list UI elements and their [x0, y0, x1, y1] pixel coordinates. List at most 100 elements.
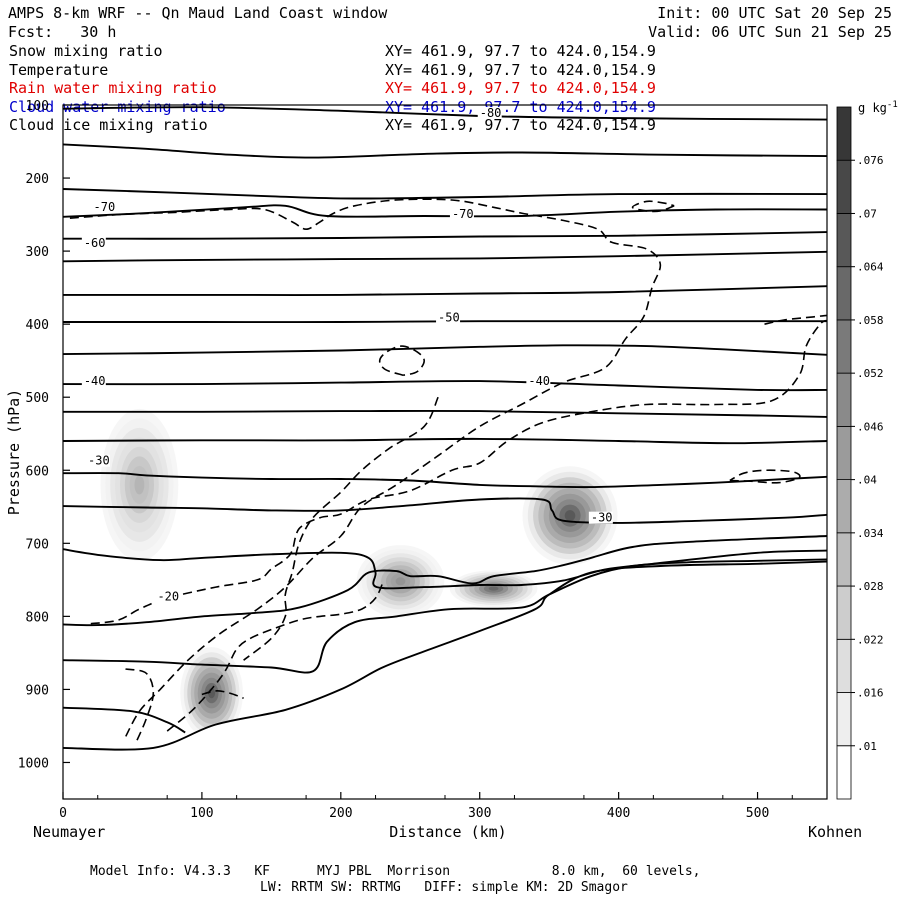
temperature-contour: [63, 472, 827, 489]
shaded-blob: [100, 408, 179, 561]
legend-field-name: Rain water mixing ratio: [9, 79, 217, 97]
snow-contour: [764, 314, 827, 325]
temperature-contour: [63, 231, 827, 240]
temperature-contour: [63, 250, 827, 263]
x-axis-label: Distance (km): [389, 823, 506, 841]
x-tick-label: 500: [746, 806, 769, 821]
temperature-contour: [63, 558, 827, 674]
temperature-contour: [63, 497, 827, 524]
snow-contour: [90, 319, 827, 625]
temperature-contour: [63, 535, 827, 627]
snow-contour: [201, 690, 244, 699]
y-tick-label: 100: [26, 99, 49, 114]
legend-field-coords: XY= 461.9, 97.7 to 424.0,154.9: [385, 60, 656, 79]
legend-field-coords: XY= 461.9, 97.7 to 424.0,154.9: [385, 97, 656, 116]
temperature-contour: [63, 204, 827, 218]
colorbar-swatch: [836, 532, 852, 587]
snow-contour: [166, 583, 384, 732]
colorbar-swatch: [836, 479, 852, 534]
x-tick-label: 300: [468, 806, 491, 821]
isotherm-label-bg: [477, 106, 502, 119]
y-tick-label: 200: [26, 172, 49, 187]
isotherm-label-bg: [526, 375, 551, 388]
shaded-blob: [356, 545, 445, 618]
temperature-contour: [63, 437, 827, 445]
snow-contour: [125, 668, 155, 745]
shaded-blob: [180, 647, 243, 740]
model-info-line1: Model Info: V4.3.3 KF MYJ PBL Morrison 8…: [90, 864, 701, 879]
isotherm-label-bg: [436, 311, 461, 324]
valid-time: Valid: 06 UTC Sun 21 Sep 25: [648, 23, 892, 41]
snow-contour: [69, 198, 662, 738]
snow-contour: [378, 345, 426, 377]
colorbar-tick-label: .046: [857, 420, 884, 433]
colorbar-swatch: [836, 585, 852, 640]
isotherm-label-bg: [449, 207, 474, 220]
colorbar-tick-label: .052: [857, 367, 884, 380]
temperature-contour: [63, 344, 827, 356]
x-tick-label: 0: [59, 806, 67, 821]
isotherm-label-bg: [81, 236, 106, 249]
colorbar-swatch: [836, 638, 852, 693]
isotherm-label: -40: [528, 374, 550, 388]
terrain-mask: [63, 561, 827, 799]
colorbar-swatch: [836, 425, 852, 480]
colorbar-tick-label: .076: [857, 154, 884, 167]
snow-contour: [243, 396, 439, 661]
colorbar-tick-label: .022: [857, 633, 884, 646]
temperature-contour: [63, 285, 827, 296]
chart-title: AMPS 8-km WRF -- Qn Maud Land Coast wind…: [8, 4, 388, 22]
snow-contours: [69, 198, 827, 745]
axes: 100 200 300 400 500 600 700 800 900 1000 0 100 200 30…: [18, 99, 793, 821]
shaded-blob: [522, 466, 618, 565]
isotherm-label: -20: [157, 590, 179, 604]
legend-field-name: Cloud ice mixing ratio: [9, 116, 208, 134]
colorbar-tick-label: .028: [857, 580, 884, 593]
temperature-contours: [63, 106, 827, 751]
y-tick-label: 300: [26, 245, 49, 260]
temperature-contour: [63, 409, 827, 418]
isotherm-label-bg: [81, 375, 106, 388]
colorbar-swatch: [836, 266, 852, 321]
isotherm-label: -60: [84, 236, 106, 250]
isotherm-label: -40: [84, 374, 106, 388]
colorbar-swatch: [836, 372, 852, 427]
isotherm-label: -70: [94, 200, 116, 214]
x-tick-label: 200: [329, 806, 352, 821]
colorbar-tick-label: .07: [857, 207, 877, 220]
isotherm-label: -30: [591, 511, 613, 525]
model-info-line2: LW: RRTM SW: RRTMG DIFF: simple KM: 2D S…: [260, 880, 628, 895]
temperature-contour: [63, 380, 827, 392]
colorbar-swatch: [836, 159, 852, 214]
x-left-endpoint: Neumayer: [33, 823, 105, 841]
temperature-contour: [63, 106, 827, 121]
temperature-contour: [63, 188, 827, 200]
isotherm-label: -30: [88, 454, 110, 468]
y-tick-label: 700: [26, 537, 49, 552]
isotherm-label-bg: [588, 511, 613, 524]
isotherm-label: -50: [438, 311, 460, 325]
y-tick-label: 800: [26, 610, 49, 625]
snow-contour: [631, 200, 675, 213]
colorbar-swatch: [836, 319, 852, 374]
temperature-contour: [63, 143, 827, 159]
colorbar-unit: g kg-1: [858, 100, 898, 115]
colorbar-tick-label: .058: [857, 314, 884, 327]
y-tick-label: 500: [26, 391, 49, 406]
legend-field-coords: XY= 461.9, 97.7 to 424.0,154.9: [385, 42, 656, 60]
x-tick-label: 100: [190, 806, 213, 821]
colorbar-tick-label: .064: [857, 261, 884, 274]
isotherm-label-bg: [86, 454, 111, 467]
colorbar-tick-label: .01: [857, 740, 877, 753]
colorbar-tick-label: .016: [857, 687, 884, 700]
legend-field-coords: XY= 461.9, 97.7 to 424.0,154.9: [385, 116, 656, 134]
temperature-contour: [63, 560, 827, 751]
colorbar-tick-label: .034: [857, 527, 884, 540]
init-time: Init: 00 UTC Sat 20 Sep 25: [657, 4, 892, 22]
y-axis-label: Pressure (hPa): [5, 389, 23, 515]
colorbar-tick-label: .04: [857, 474, 877, 487]
terrain-fill: [63, 561, 827, 799]
colorbar-swatch: [836, 745, 852, 800]
hydrometeor-shading: [100, 408, 618, 740]
